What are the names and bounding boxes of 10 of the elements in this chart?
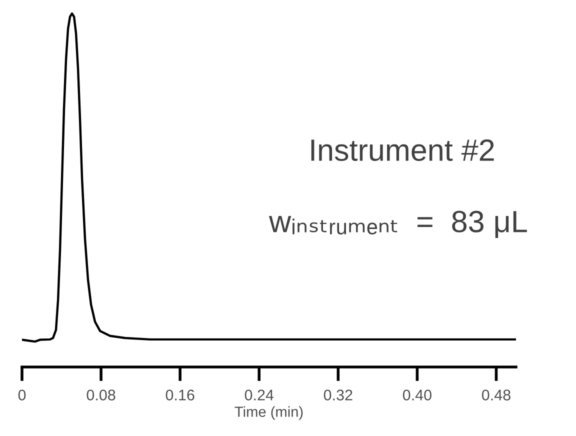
x-tick-label: 0.48 bbox=[482, 390, 510, 400]
annotation: Instrument #2 bbox=[311, 139, 494, 161]
x-tick-label: 0.08 bbox=[86, 390, 116, 400]
x-tick-label: 0.40 bbox=[402, 390, 432, 400]
x-axis-title: Time (min) bbox=[234, 406, 303, 420]
x-tick-label: 0.32 bbox=[324, 390, 352, 400]
x-tick-label: 0 bbox=[18, 390, 26, 400]
x-tick-label: 0.16 bbox=[166, 390, 194, 400]
x-tick-label: 0.24 bbox=[244, 390, 274, 400]
annotation: wᵢₙₛₜᵣᵤₘₑₙₜ = 83 μL bbox=[268, 210, 527, 238]
